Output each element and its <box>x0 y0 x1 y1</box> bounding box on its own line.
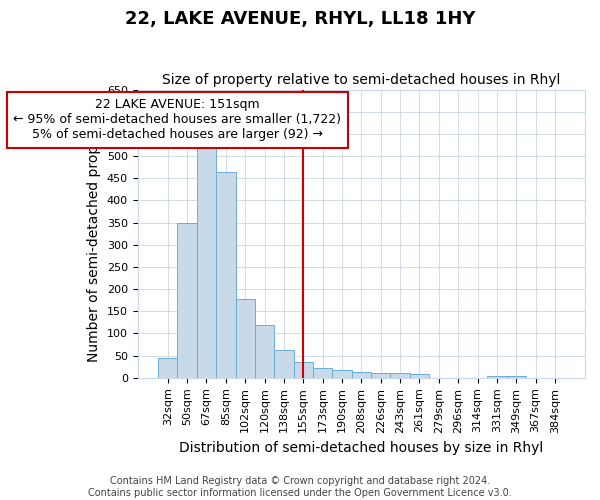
Bar <box>313 368 332 378</box>
Title: Size of property relative to semi-detached houses in Rhyl: Size of property relative to semi-detach… <box>162 73 560 87</box>
Bar <box>352 372 371 378</box>
Bar <box>391 373 410 378</box>
X-axis label: Distribution of semi-detached houses by size in Rhyl: Distribution of semi-detached houses by … <box>179 441 544 455</box>
Bar <box>158 358 178 378</box>
Bar <box>506 376 526 378</box>
Bar <box>236 299 255 378</box>
Bar <box>274 350 293 378</box>
Text: 22, LAKE AVENUE, RHYL, LL18 1HY: 22, LAKE AVENUE, RHYL, LL18 1HY <box>125 10 475 28</box>
Y-axis label: Number of semi-detached properties: Number of semi-detached properties <box>88 106 101 362</box>
Bar <box>487 376 506 378</box>
Bar <box>216 172 236 378</box>
Bar <box>178 224 197 378</box>
Bar <box>332 370 352 378</box>
Text: 22 LAKE AVENUE: 151sqm
← 95% of semi-detached houses are smaller (1,722)
5% of s: 22 LAKE AVENUE: 151sqm ← 95% of semi-det… <box>13 98 341 142</box>
Bar <box>410 374 429 378</box>
Bar <box>293 362 313 378</box>
Bar <box>371 373 391 378</box>
Text: Contains HM Land Registry data © Crown copyright and database right 2024.
Contai: Contains HM Land Registry data © Crown c… <box>88 476 512 498</box>
Bar <box>197 140 216 378</box>
Bar <box>255 326 274 378</box>
